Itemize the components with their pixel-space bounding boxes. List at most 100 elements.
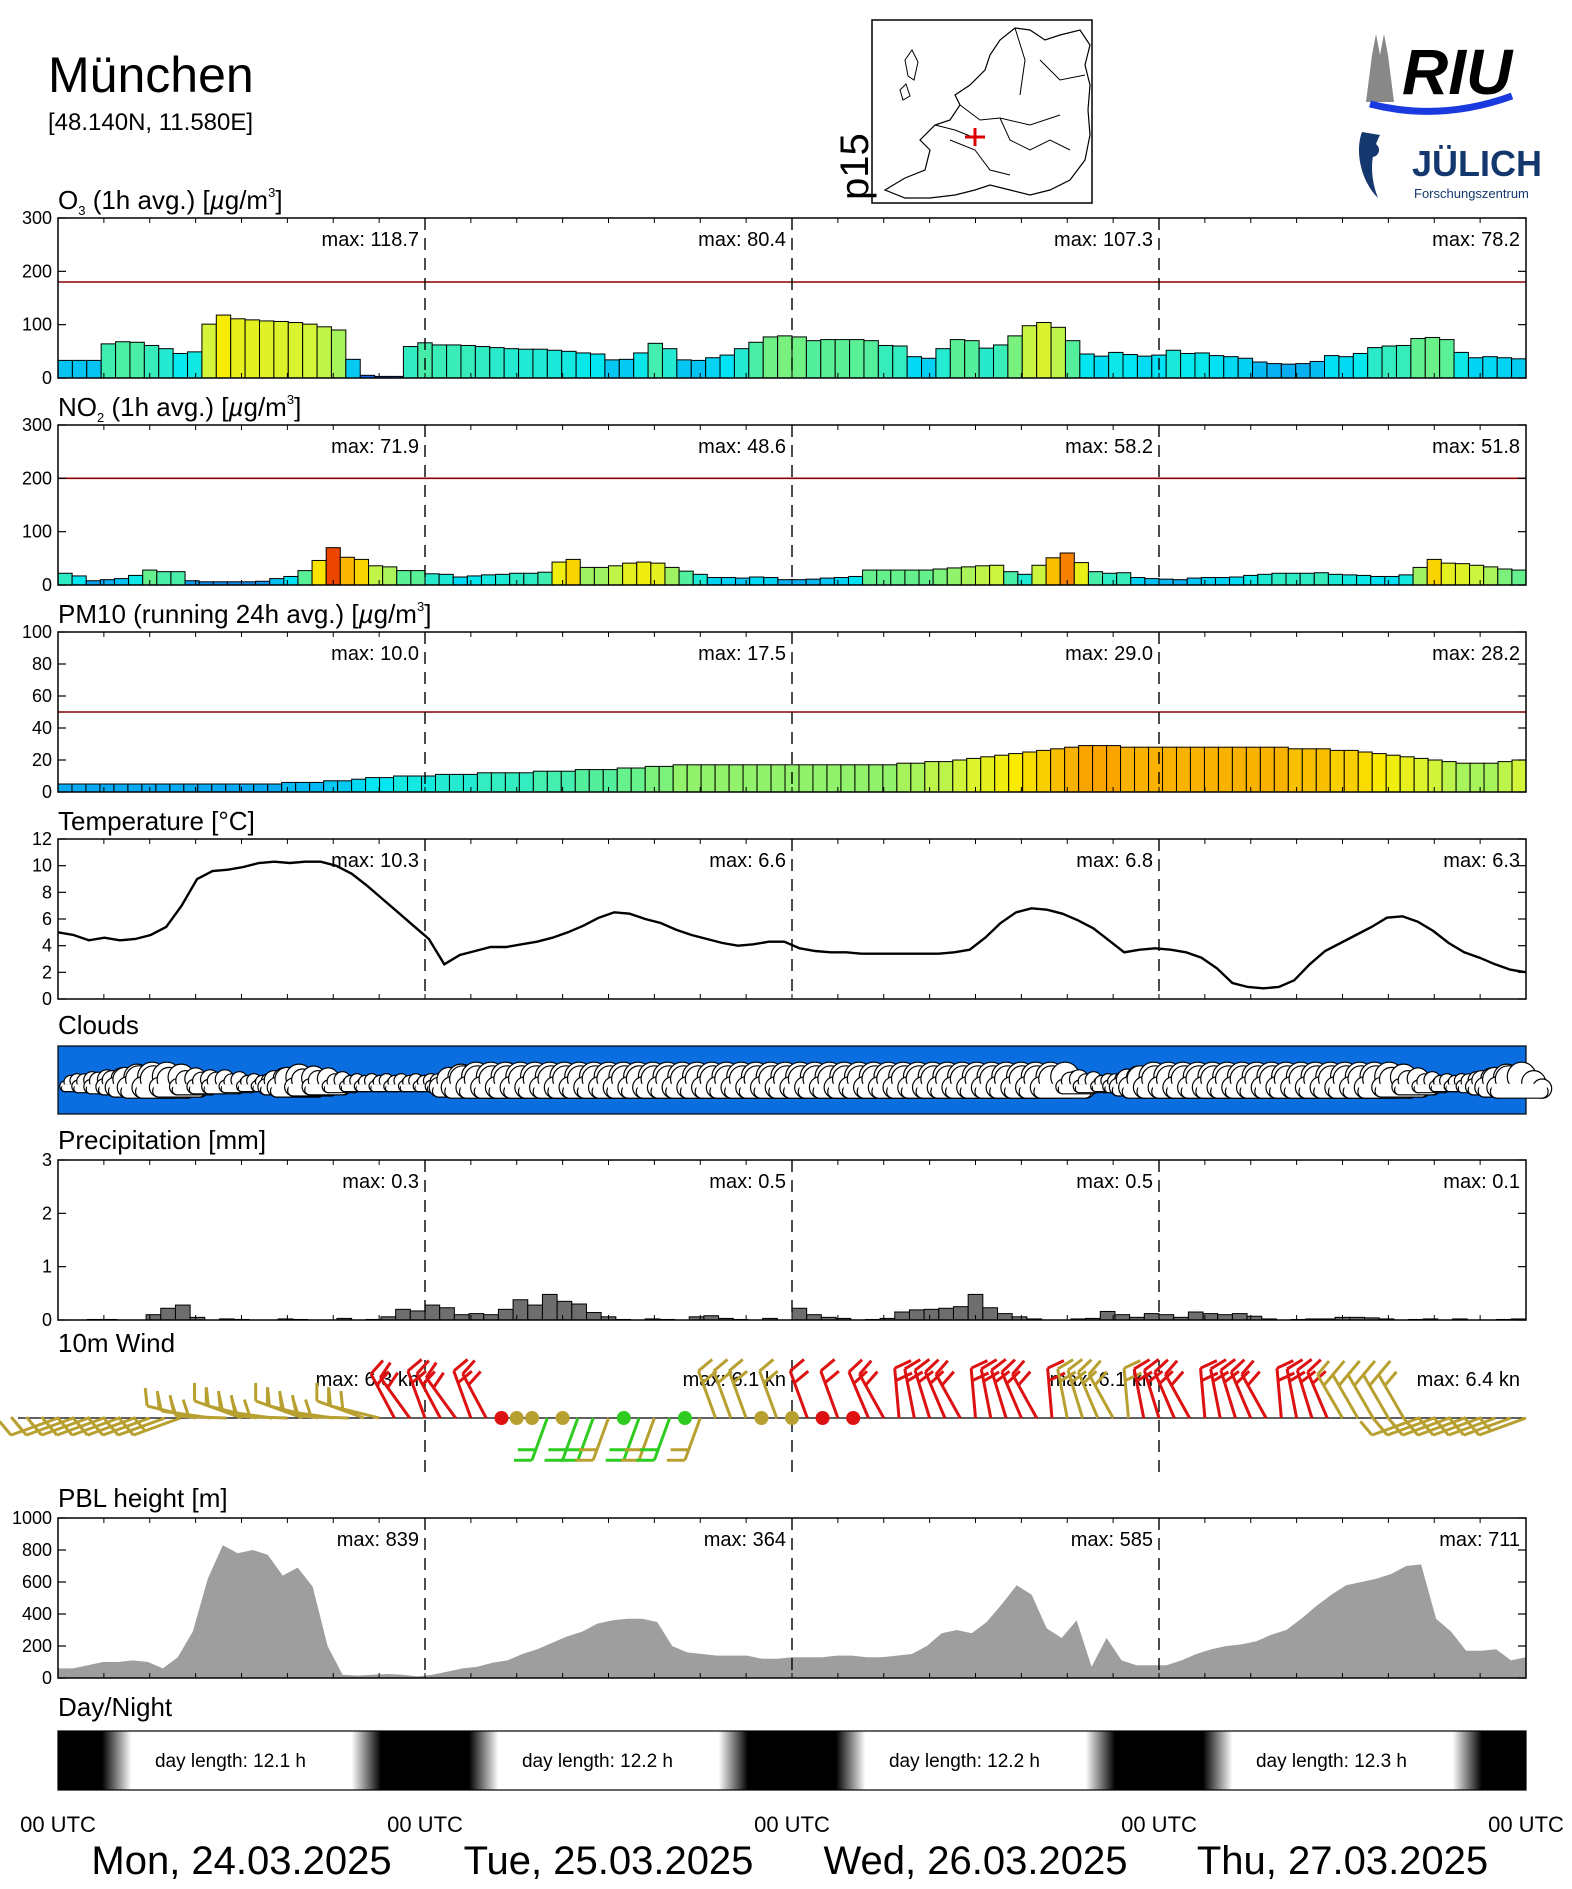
bar (1295, 363, 1311, 379)
bar (551, 561, 567, 586)
bar (1385, 754, 1401, 793)
bar (906, 356, 923, 379)
bar (410, 570, 426, 586)
wind-calm-marker (677, 1411, 692, 1425)
bar (128, 574, 144, 586)
bar (311, 559, 327, 586)
bar (1309, 360, 1326, 379)
bar (1511, 759, 1527, 793)
bar (616, 767, 632, 793)
y-tick-label: 200 (22, 261, 52, 281)
bar (1327, 573, 1344, 586)
bar (633, 352, 649, 379)
bar (686, 764, 702, 793)
europe-map (871, 19, 1093, 204)
max-label: max: 17.5 (698, 643, 786, 665)
wind-barb (424, 1361, 457, 1419)
bar (946, 567, 962, 586)
bar (1427, 759, 1443, 793)
bar (489, 347, 505, 379)
wind-barb (291, 1398, 349, 1420)
y-tick-label: 3 (42, 1150, 52, 1170)
bar (518, 348, 534, 379)
bar (791, 336, 807, 379)
bar (187, 351, 203, 379)
y-tick-label: 40 (32, 718, 52, 738)
bar (258, 320, 275, 379)
panel-pbl: 0 200 400 600 800 1000 max: 839 max: 364 max: 58… (12, 1508, 1527, 1688)
bar (1093, 355, 1110, 379)
bar (1266, 363, 1282, 379)
bar (1116, 572, 1132, 586)
bar (407, 775, 423, 793)
bar (1064, 746, 1080, 793)
bar (100, 343, 117, 379)
wind-barb (379, 1361, 411, 1419)
max-label: max: 29.0 (1065, 643, 1153, 665)
bar (1497, 568, 1513, 586)
bar (1031, 564, 1047, 586)
y-tick-label: 12 (32, 829, 52, 849)
bar (532, 770, 548, 793)
wind-barb (1466, 1416, 1527, 1437)
wind-barb (415, 1359, 442, 1419)
bar (556, 1300, 573, 1321)
wind-barb (1199, 1359, 1219, 1419)
bar (1482, 356, 1498, 379)
bar (476, 772, 492, 793)
wind-barb (1209, 1358, 1230, 1419)
bar (99, 579, 115, 586)
wind-barb (1377, 1359, 1405, 1419)
bar (994, 754, 1010, 793)
max-label: max: 0.5 (709, 1171, 786, 1193)
bar (678, 570, 694, 586)
bar (1050, 748, 1066, 793)
bar (833, 577, 849, 586)
bar (127, 783, 143, 793)
bar (86, 359, 102, 379)
bar (805, 578, 821, 586)
bar (1106, 745, 1122, 793)
bar (820, 339, 836, 379)
bar (560, 770, 576, 793)
bar (439, 1307, 455, 1321)
bar (806, 1314, 822, 1321)
bar (201, 323, 217, 379)
bar (561, 350, 577, 379)
bar (497, 1308, 514, 1321)
map-label: p15 (833, 133, 877, 200)
bar (523, 572, 539, 586)
bar (975, 565, 991, 586)
bar (174, 1304, 191, 1321)
bar (512, 1299, 529, 1321)
bar (840, 764, 856, 793)
bar (1007, 335, 1023, 379)
bar (421, 775, 436, 793)
bar (938, 761, 954, 793)
bar (1050, 326, 1066, 379)
y-tick-label: 300 (22, 415, 52, 435)
wind-barb (1046, 1359, 1066, 1419)
bar (323, 780, 339, 793)
max-label: max: 80.4 (698, 229, 786, 251)
wind-barb (620, 1417, 656, 1462)
bar (770, 764, 786, 793)
bar (460, 344, 476, 379)
bar (1252, 361, 1268, 379)
bar (952, 1306, 969, 1321)
bar (908, 1309, 925, 1321)
bar (1143, 1313, 1160, 1321)
bar (1343, 749, 1359, 793)
bar (1398, 574, 1414, 586)
bar (197, 783, 213, 793)
bar (1214, 577, 1231, 586)
wind-barb (513, 1417, 549, 1462)
bar (1079, 353, 1095, 379)
bar (1356, 574, 1372, 586)
bar (749, 576, 765, 586)
bar (244, 319, 260, 379)
bar (71, 359, 88, 379)
bar (647, 342, 663, 379)
bar (448, 773, 464, 793)
bar (215, 314, 232, 379)
